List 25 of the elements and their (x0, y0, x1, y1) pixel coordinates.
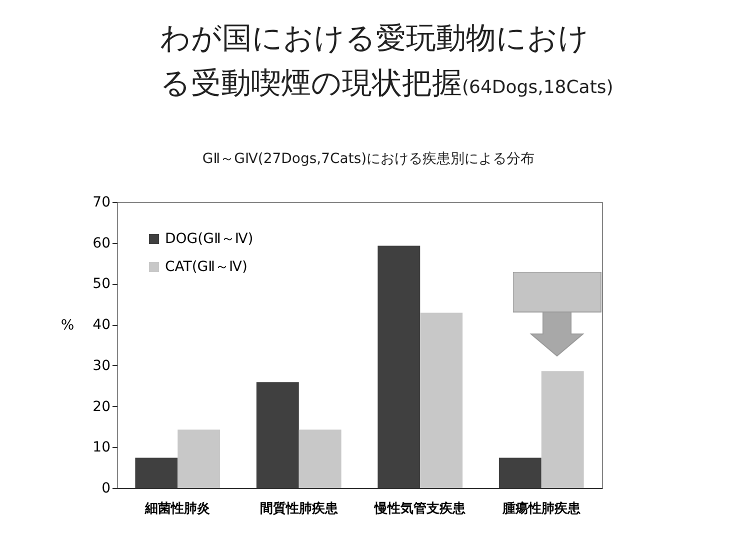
bar (498, 458, 542, 488)
y-tick-label: 20 (92, 398, 110, 415)
bar (298, 430, 342, 488)
y-tick-label: 30 (92, 358, 110, 374)
bar (420, 312, 463, 488)
x-tick-label: 細菌性肺炎 (144, 502, 210, 516)
legend-label: DOG(GⅡ～Ⅳ) (165, 231, 254, 247)
y-axis-title: % (60, 318, 74, 334)
y-tick-label: 70 (92, 194, 110, 210)
bar (378, 246, 420, 488)
y-tick-label: 0 (102, 480, 110, 496)
y-tick-label: 10 (92, 440, 110, 456)
y-tick-label: 50 (92, 276, 110, 292)
chart-subtitle: GⅡ～GⅣ(27Dogs,7Cats)における疾患別による分布 (201, 150, 536, 168)
x-tick-label: 間質性肺疾患 (260, 500, 339, 516)
chart-title: わが国における愛玩動物における受動喫煙の現状把握(64Dogs,18Cats) (160, 20, 614, 103)
bar (541, 371, 584, 488)
bar (256, 382, 299, 488)
bar (178, 430, 220, 488)
x-tick-label: 慢性気管支疾患 (374, 500, 467, 516)
y-tick-label: 40 (92, 317, 110, 334)
bar (135, 458, 178, 488)
legend-label: CAT(GⅡ～Ⅳ) (165, 259, 248, 275)
y-tick-label: 60 (92, 235, 110, 252)
x-tick-label: 腫瘍性肺疾患 (501, 500, 582, 516)
